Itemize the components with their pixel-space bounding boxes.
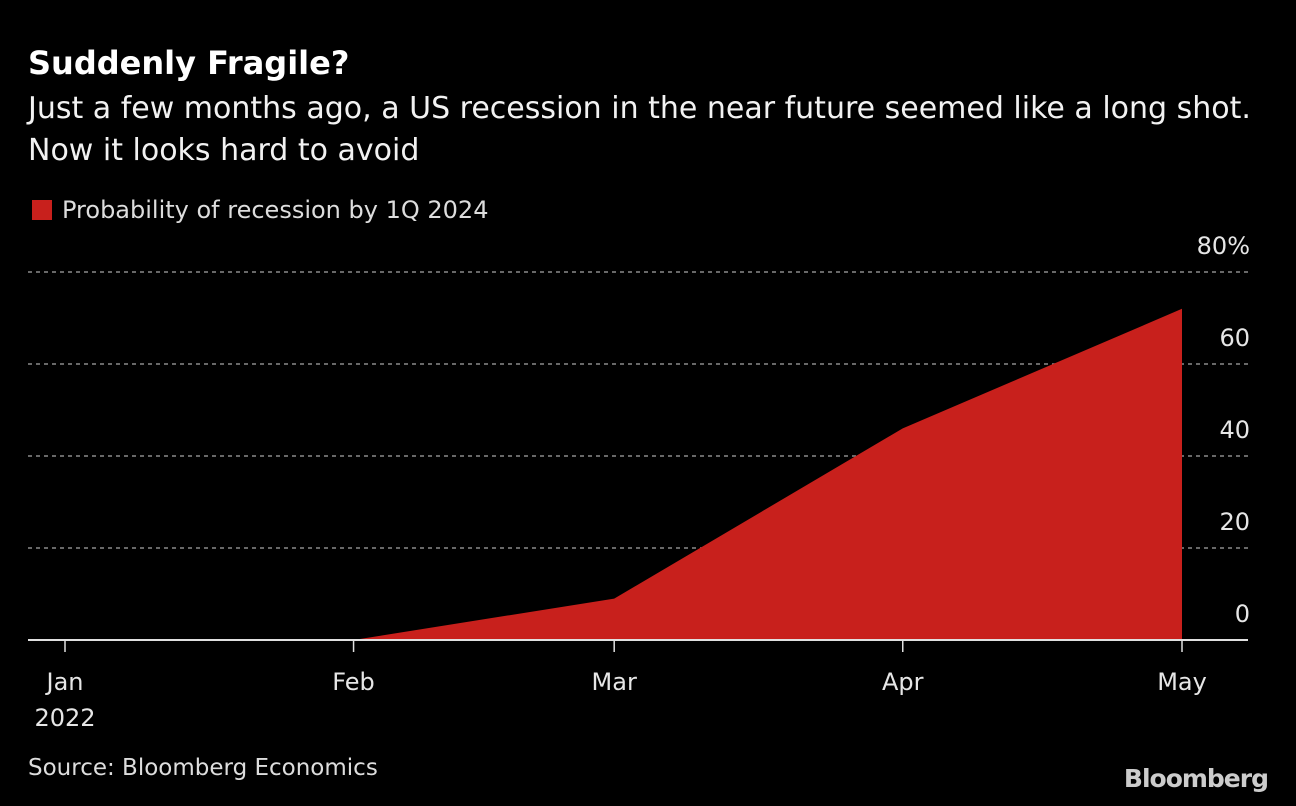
- legend-label: Probability of recession by 1Q 2024: [62, 196, 489, 224]
- y-tick-label: 0: [1235, 600, 1250, 628]
- legend-swatch: [32, 200, 52, 220]
- x-tick-label: Feb: [332, 668, 375, 696]
- y-tick-label: 80%: [1197, 232, 1250, 260]
- y-tick-label: 20: [1219, 508, 1250, 536]
- x-tick-label: Mar: [592, 668, 637, 696]
- x-tick-label: May: [1157, 668, 1207, 696]
- x-tick-label: Jan: [45, 668, 84, 696]
- chart-title: Suddenly Fragile?: [28, 44, 350, 82]
- x-tick-sublabel: 2022: [34, 704, 95, 732]
- area-series: [353, 308, 1182, 640]
- y-tick-label: 40: [1219, 416, 1250, 444]
- source-note: Source: Bloomberg Economics: [28, 755, 378, 781]
- y-tick-label: 60: [1219, 324, 1250, 352]
- chart-subtitle: Just a few months ago, a US recession in…: [28, 91, 1251, 168]
- x-tick-label: Apr: [882, 668, 924, 696]
- bloomberg-logo: Bloomberg: [1123, 764, 1269, 793]
- legend: Probability of recession by 1Q 2024: [32, 196, 488, 224]
